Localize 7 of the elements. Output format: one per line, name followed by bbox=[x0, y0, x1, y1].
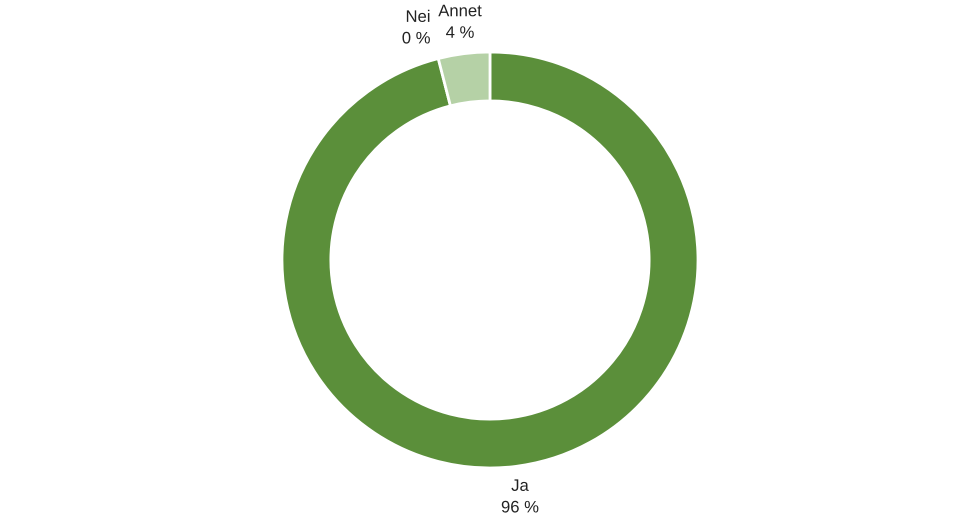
category-label: Nei bbox=[406, 10, 430, 22]
donut-slice bbox=[280, 50, 700, 470]
slice-label: Ja bbox=[511, 479, 529, 491]
slice-label: Annet bbox=[438, 4, 482, 16]
data-label: 96 % bbox=[502, 500, 538, 513]
data-label: 4 % bbox=[446, 26, 474, 38]
text: 0 % bbox=[402, 32, 430, 44]
